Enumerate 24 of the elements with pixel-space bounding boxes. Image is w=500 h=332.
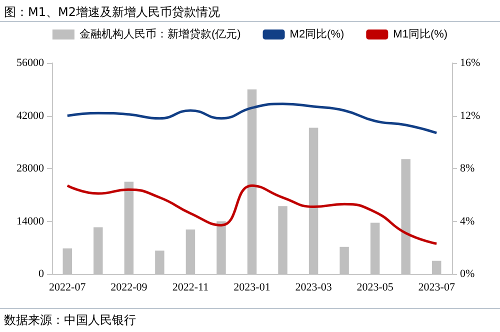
source-note: 数据来源：中国人民银行 — [4, 312, 136, 329]
x-tick-label: 2022-09 — [110, 282, 148, 294]
y-tick-label: 0 — [38, 268, 44, 280]
y2-tick-label: 0% — [460, 268, 475, 280]
y-tick-label: 56000 — [16, 57, 44, 69]
x-tick-label: 2023-01 — [234, 282, 270, 294]
y-tick-label: 14000 — [16, 215, 44, 228]
line-series — [66, 102, 438, 134]
line-series — [66, 184, 438, 245]
legend-label: 金融机构人民币：新增贷款(亿元) — [79, 28, 241, 40]
y2-tick-label: 8% — [460, 162, 475, 174]
legend-label: M2同比(%) — [290, 28, 344, 40]
chart-title: 图：M1、M2增速及新增人民币贷款情况 — [4, 4, 220, 21]
x-tick-label: 2023-03 — [295, 282, 332, 294]
legend-label: M1同比(%) — [393, 28, 448, 40]
y-tick-label: 42000 — [16, 110, 44, 122]
y2-tick-label: 4% — [460, 215, 475, 228]
x-tick-label: 2022-11 — [172, 282, 209, 294]
x-tick-label: 2022-07 — [49, 282, 86, 294]
x-tick-label: 2023-07 — [418, 282, 456, 294]
x-tick-label: 2023-05 — [356, 282, 394, 294]
y2-tick-label: 12% — [460, 110, 480, 122]
y-tick-label: 28000 — [16, 162, 44, 174]
y2-tick-label: 16% — [460, 57, 480, 69]
